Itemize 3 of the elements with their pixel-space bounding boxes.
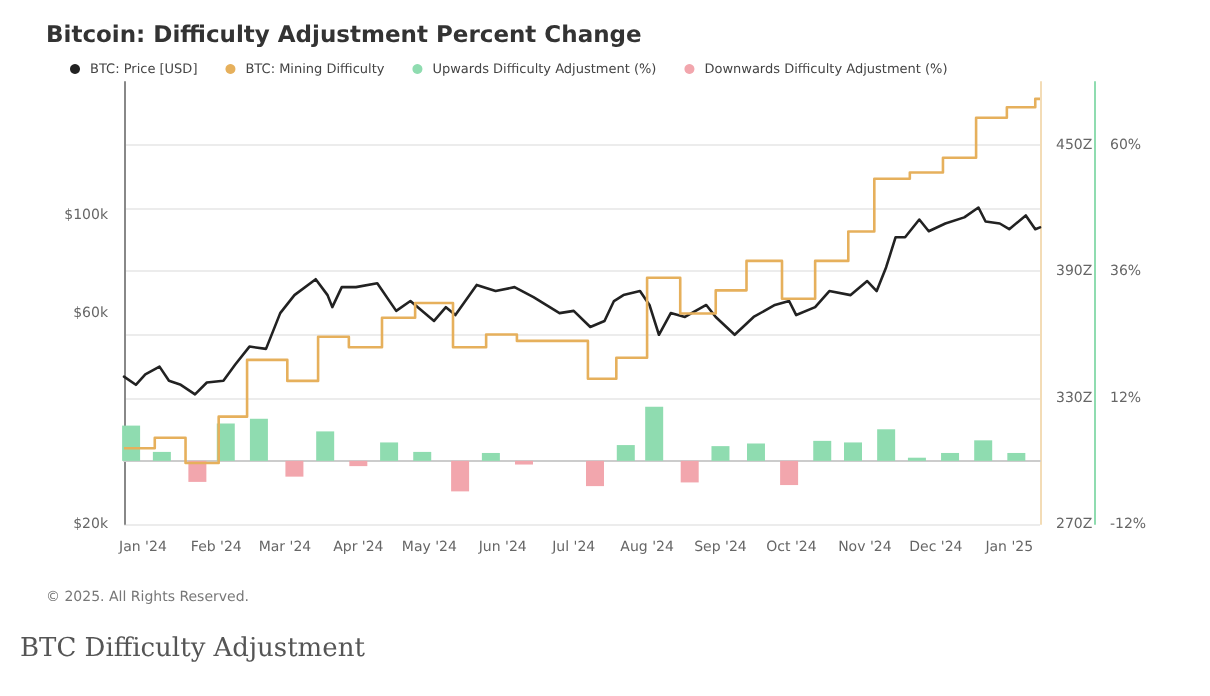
chart-title: Bitcoin: Difficulty Adjustment Percent Change bbox=[46, 20, 642, 48]
text: BTC Difficulty Adjustment bbox=[20, 634, 367, 664]
line-series bbox=[122, 206, 1042, 396]
